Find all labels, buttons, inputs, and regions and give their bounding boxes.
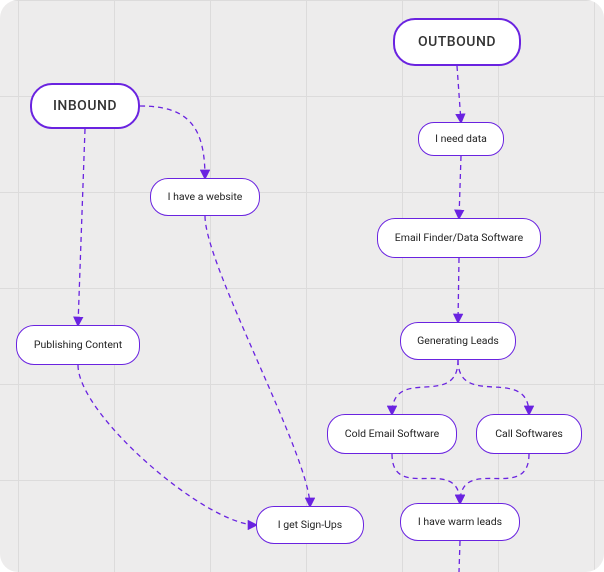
- node-website: I have a website: [150, 178, 260, 216]
- flowchart-canvas: INBOUND OUTBOUND I have a website Publishin…: [0, 0, 604, 572]
- node-label: INBOUND: [53, 98, 117, 115]
- node-label: OUTBOUND: [418, 34, 496, 51]
- node-warmleads: I have warm leads: [400, 503, 520, 541]
- node-label: I get Sign-Ups: [278, 519, 342, 532]
- node-outbound: OUTBOUND: [393, 18, 521, 66]
- node-label: Generating Leads: [417, 335, 499, 348]
- node-emailfinder: Email Finder/Data Software: [377, 218, 541, 258]
- node-needdata: I need data: [418, 122, 504, 156]
- node-label: I have a website: [168, 191, 243, 204]
- node-publishing: Publishing Content: [16, 325, 140, 365]
- node-label: Publishing Content: [34, 339, 122, 352]
- node-label: I have warm leads: [418, 516, 502, 529]
- node-label: I need data: [435, 133, 487, 146]
- node-callsw: Call Softwares: [476, 414, 582, 454]
- node-label: Cold Email Software: [345, 428, 439, 441]
- node-label: Email Finder/Data Software: [395, 232, 523, 245]
- node-genleads: Generating Leads: [400, 322, 516, 360]
- node-signups: I get Sign-Ups: [256, 506, 364, 544]
- node-inbound: INBOUND: [30, 83, 140, 129]
- node-coldemail: Cold Email Software: [327, 414, 457, 454]
- node-label: Call Softwares: [495, 428, 563, 441]
